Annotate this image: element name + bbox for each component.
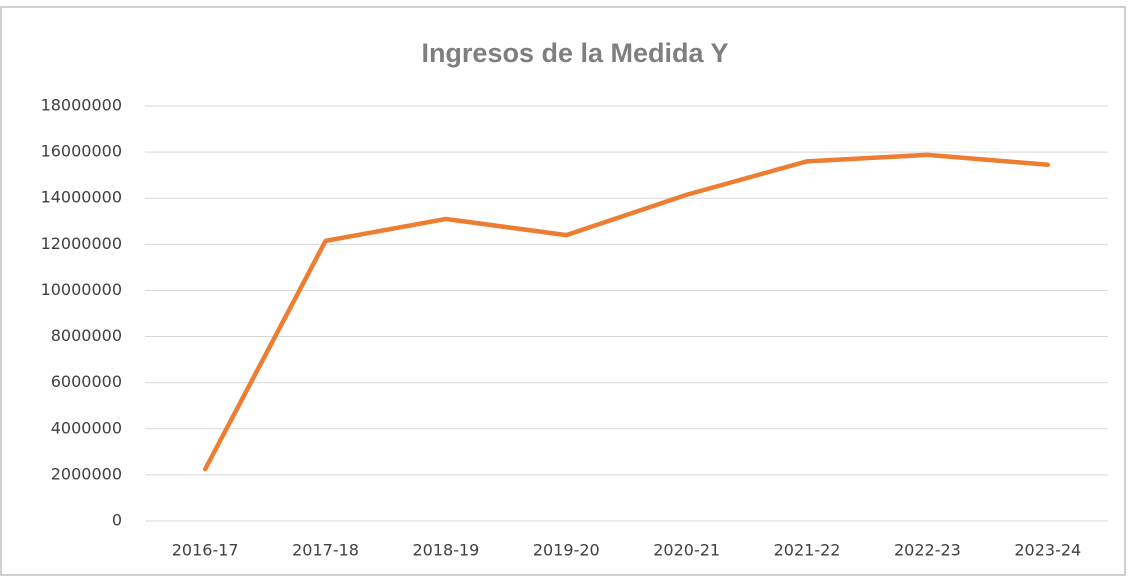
- y-tick-label: 0: [112, 511, 122, 530]
- x-tick-label: 2019-20: [533, 541, 600, 560]
- x-tick-label: 2020-21: [653, 541, 720, 560]
- chart-title: Ingresos de la Medida Y: [421, 38, 728, 68]
- y-tick-label: 4000000: [51, 418, 122, 437]
- chart-frame: [0, 6, 1126, 576]
- x-tick-label: 2022-23: [894, 541, 961, 560]
- y-tick-label: 6000000: [51, 372, 122, 391]
- y-tick-label: 10000000: [41, 280, 122, 299]
- y-tick-label: 16000000: [41, 142, 122, 161]
- y-tick-label: 18000000: [41, 96, 122, 115]
- y-tick-label: 8000000: [51, 326, 122, 345]
- x-tick-label: 2023-24: [1014, 541, 1081, 560]
- y-tick-label: 12000000: [41, 234, 122, 253]
- x-tick-label: 2018-19: [413, 541, 480, 560]
- y-tick-label: 2000000: [51, 464, 122, 483]
- x-tick-label: 2021-22: [774, 541, 841, 560]
- line-series: [202, 152, 1051, 472]
- x-tick-label: 2016-17: [172, 541, 239, 560]
- x-tick-label: 2017-18: [292, 541, 359, 560]
- y-tick-label: 14000000: [41, 188, 122, 207]
